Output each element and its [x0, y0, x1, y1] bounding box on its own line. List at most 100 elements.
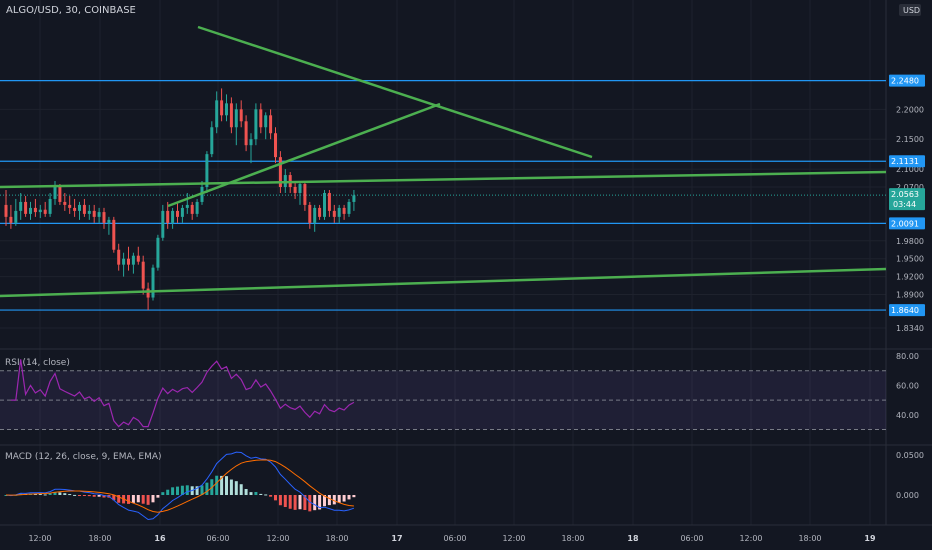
macd-histogram-bar [73, 494, 77, 496]
candle-body [274, 133, 277, 158]
time-tick-label: 06:00 [443, 534, 466, 543]
candle-body [68, 204, 72, 208]
macd-histogram-bar [278, 495, 282, 506]
macd-histogram-bar [323, 495, 326, 507]
macd-histogram-bar [195, 486, 199, 495]
macd-histogram-bar [288, 495, 292, 509]
candle-body [24, 201, 28, 214]
candle-body [352, 195, 356, 202]
time-tick-label: 06:00 [680, 534, 703, 543]
currency-tag [899, 4, 921, 16]
trendline-rising-support [167, 102, 441, 208]
candle-body [264, 115, 268, 128]
macd-histogram-bar [151, 495, 155, 503]
candle-body [210, 127, 214, 155]
signal-line [5, 459, 354, 513]
time-tick-label: 12:00 [502, 534, 525, 543]
macd-histogram-bar [313, 495, 317, 511]
macd-histogram-bar [171, 487, 175, 495]
candle-body [313, 207, 317, 223]
candle-body [176, 210, 179, 217]
macd-histogram-bar [33, 493, 37, 495]
macd-tick-label: 0.0500 [896, 451, 924, 460]
candle-body [327, 192, 331, 211]
macd-histogram-bar [239, 484, 243, 495]
macd-histogram-bar [342, 495, 346, 502]
candle-body [146, 288, 150, 298]
trendline-lower-support [0, 267, 887, 298]
time-tick-label: 18:00 [561, 534, 584, 543]
macd-histogram-bar [259, 493, 263, 495]
candle-body [318, 207, 322, 217]
candle-body [244, 121, 248, 146]
rsi-tick-label: 40.00 [896, 411, 919, 420]
macd-histogram-bar [53, 491, 57, 495]
candle-body [127, 258, 130, 265]
macd-tick-label: 0.000 [896, 491, 919, 500]
macd-label: MACD (12, 26, close, 9, EMA, EMA) [5, 452, 162, 462]
time-tick-label: 18 [627, 534, 639, 543]
macd-histogram-bar [215, 475, 219, 495]
candle-body [308, 204, 312, 223]
currency-label: USD [903, 6, 920, 15]
candle-body [78, 204, 81, 211]
macd-histogram-bar [254, 491, 258, 495]
macd-histogram-bar [327, 495, 331, 506]
macd-histogram-bar [283, 495, 287, 508]
level-price-tag [889, 155, 925, 168]
level-price-tag [889, 304, 925, 317]
time-tick-label: 17 [391, 534, 402, 543]
macd-histogram-bar [97, 495, 101, 497]
last-price-label: 2.0563 [891, 190, 919, 199]
time-tick-label: 19 [864, 534, 876, 543]
macd-histogram-bar [87, 495, 91, 497]
macd-histogram-bar [38, 494, 42, 496]
macd-histogram-bar [102, 495, 106, 498]
candle-body [156, 237, 160, 268]
macd-histogram-bar [205, 482, 209, 495]
macd-histogram-bar [92, 495, 96, 497]
candle-body [303, 184, 307, 205]
macd-histogram-bar [269, 495, 273, 497]
time-tick-label: 18:00 [798, 534, 821, 543]
candle-body [92, 210, 96, 217]
macd-histogram-bar [58, 492, 62, 495]
level-price-label: 2.2480 [891, 77, 919, 86]
macd-histogram-bar [249, 492, 253, 495]
trendline-upper-resistance [197, 25, 593, 159]
level-price-label: 2.1131 [891, 157, 919, 166]
macd-histogram-bar [176, 486, 179, 495]
countdown-label: 03:44 [893, 200, 916, 209]
time-tick-label: 06:00 [206, 534, 229, 543]
macd-histogram-bar [156, 495, 160, 498]
candle-body [29, 207, 32, 214]
price-tick-label: 1.8900 [896, 291, 924, 300]
candle-body [117, 249, 121, 265]
candle-body [205, 154, 209, 187]
level-price-tag [889, 74, 925, 87]
price-tick-label: 1.9800 [896, 237, 924, 246]
candle-body [332, 210, 336, 217]
rsi-tick-label: 60.00 [896, 381, 919, 390]
macd-histogram-bar [220, 475, 224, 495]
candle-body [190, 204, 194, 214]
macd-histogram-bar [185, 485, 189, 495]
macd-histogram-bar [229, 479, 233, 495]
candle-body [38, 209, 42, 213]
macd-histogram-bar [303, 495, 307, 511]
candle-body [131, 255, 135, 265]
macd-histogram-bar [63, 493, 67, 495]
macd-histogram-bar [180, 485, 184, 495]
rsi-tick-label: 80.00 [896, 352, 919, 361]
candle-body [166, 210, 170, 223]
level-price-label: 2.0091 [891, 219, 919, 228]
macd-histogram-bar [78, 495, 81, 496]
time-tick-label: 12:00 [266, 534, 289, 543]
candle-body [171, 210, 175, 223]
macd-histogram-bar [352, 495, 356, 498]
candle-body [298, 184, 302, 193]
level-price-tag [889, 217, 925, 230]
candle-body [259, 109, 263, 128]
candle-body [151, 267, 155, 298]
